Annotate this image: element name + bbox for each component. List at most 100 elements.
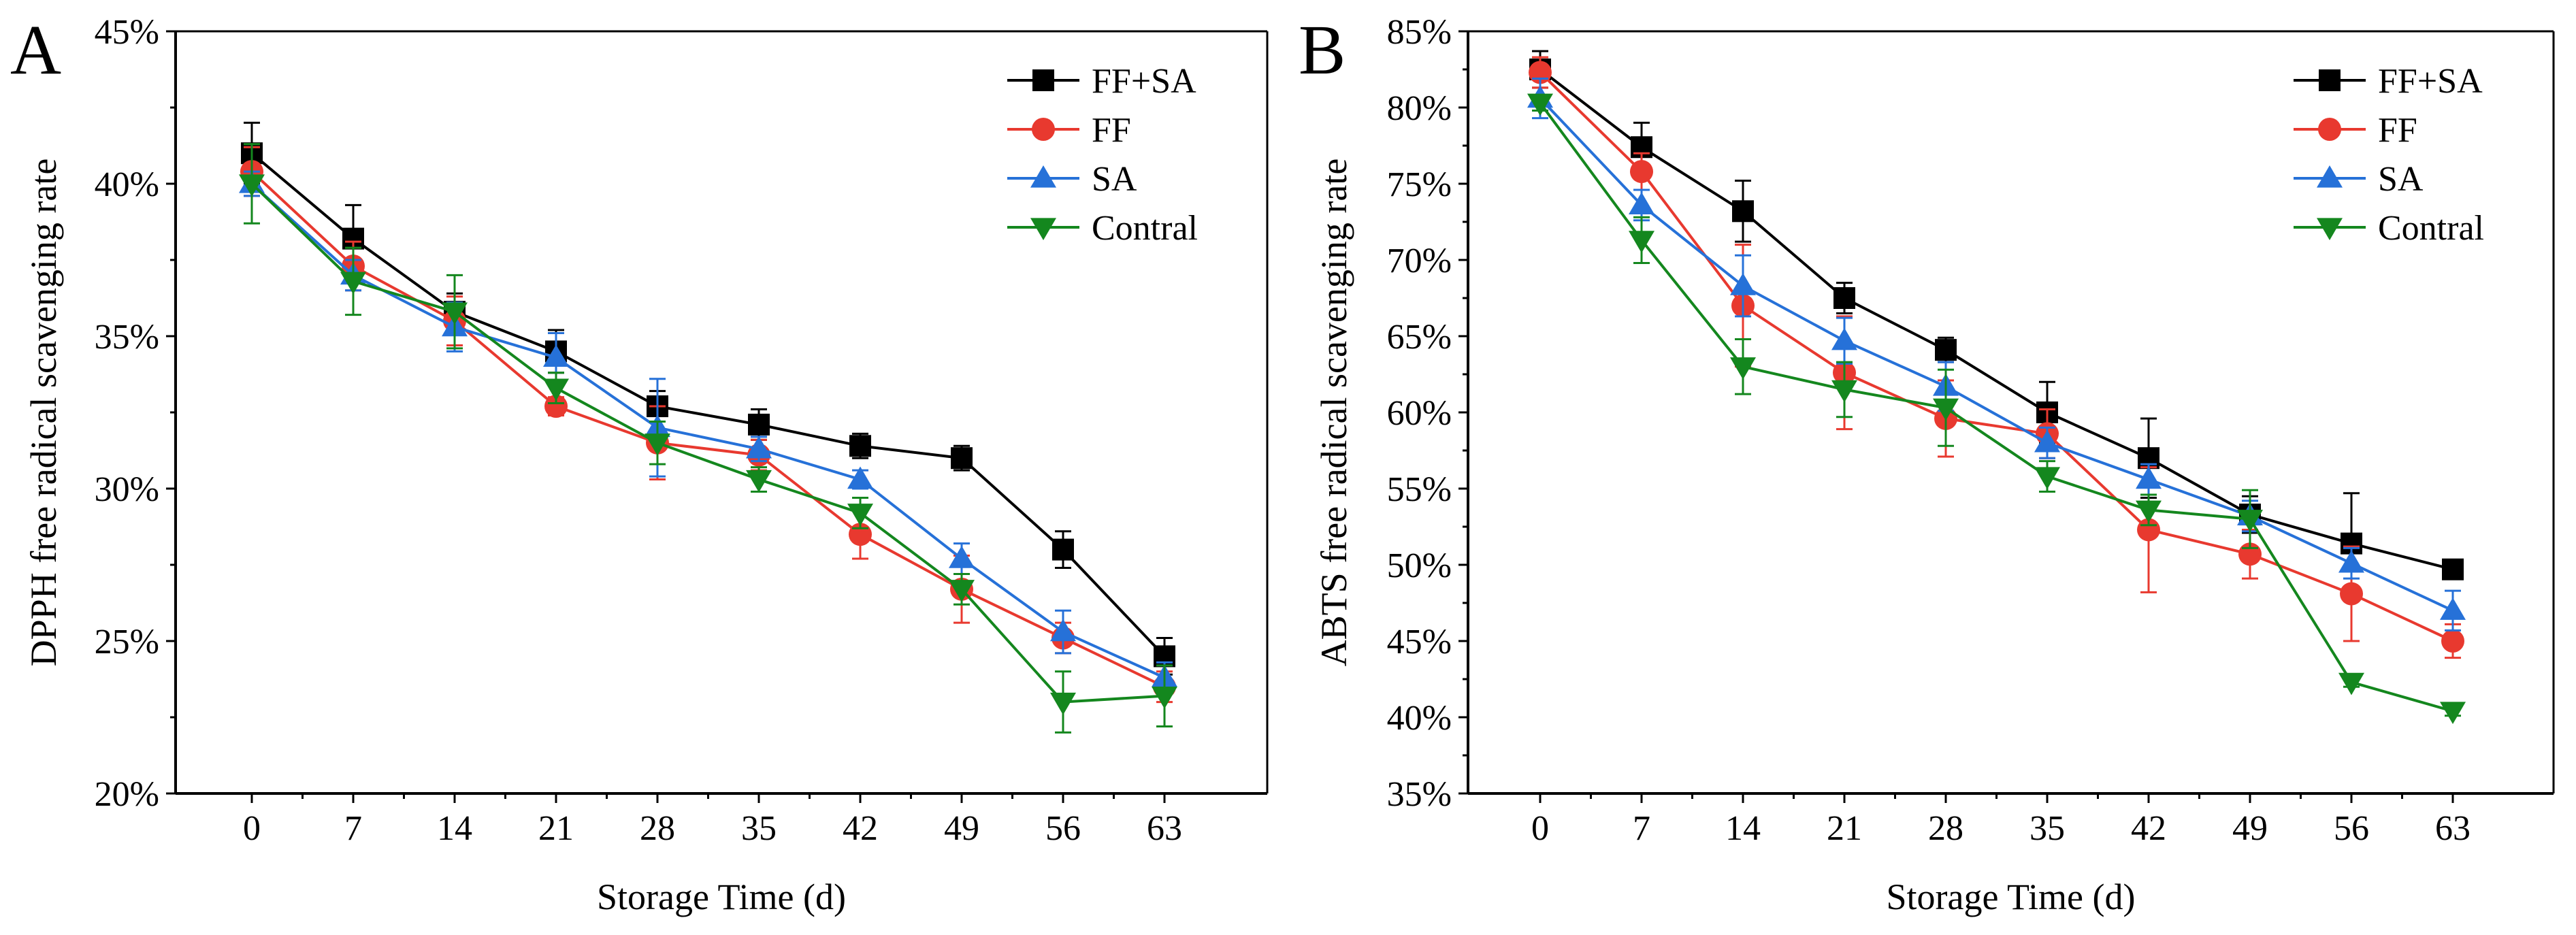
series-line — [1539, 102, 2453, 712]
series-contral — [239, 143, 1177, 734]
data-point — [1730, 273, 1756, 295]
series-sa — [239, 170, 1177, 694]
x-tick-label: 7 — [344, 809, 362, 848]
data-point — [1050, 619, 1076, 642]
y-tick-label: 65% — [1387, 318, 1452, 357]
data-point — [1152, 686, 1177, 709]
data-point — [543, 378, 569, 401]
data-point — [2338, 672, 2364, 695]
legend: FF+SA FF SA Contral — [1007, 62, 1198, 248]
legend: FF+SA FF SA Contral — [2294, 62, 2484, 248]
data-point — [1730, 357, 1756, 380]
data-point — [2440, 702, 2466, 725]
data-point — [949, 546, 975, 568]
series-line — [1539, 71, 2453, 642]
data-point — [239, 174, 265, 197]
data-point — [544, 395, 568, 419]
series-line — [250, 170, 1165, 689]
series-contral — [1527, 93, 2466, 725]
x-tick-label: 56 — [2334, 809, 2369, 848]
x-tick-label: 56 — [1045, 809, 1081, 848]
y-tick-label: 60% — [1387, 394, 1452, 433]
data-point — [2340, 582, 2363, 606]
x-tick-label: 0 — [243, 809, 261, 848]
data-point — [2034, 467, 2060, 490]
y-tick-label: 55% — [1387, 470, 1452, 509]
x-tick-label: 14 — [437, 809, 472, 848]
data-point — [645, 433, 670, 456]
data-point — [949, 580, 975, 602]
y-tick-label: 45% — [95, 13, 159, 52]
data-point — [2441, 629, 2464, 653]
legend-marker — [2318, 118, 2341, 141]
y-axis-label: ABTS free radical scavenging rate — [1314, 159, 1354, 667]
x-tick-label: 35 — [741, 809, 777, 848]
legend-label: SA — [1092, 160, 1137, 199]
data-point — [746, 436, 772, 459]
x-axis-label: Storage Time (d) — [1886, 876, 2135, 917]
data-point — [1629, 231, 1654, 253]
data-point — [2137, 518, 2160, 542]
data-point — [2442, 558, 2464, 580]
series-ff — [1529, 56, 2464, 659]
panel-letter: B — [1299, 11, 1346, 89]
data-point — [1933, 398, 1959, 421]
y-tick-label: 85% — [1387, 13, 1452, 52]
legend-marker — [1030, 165, 1056, 188]
data-point — [849, 435, 871, 457]
data-point — [2136, 500, 2162, 523]
series-sa — [1527, 77, 2466, 631]
y-tick-label: 25% — [95, 623, 159, 661]
legend-marker — [2317, 165, 2343, 188]
data-point — [2034, 429, 2060, 453]
legend-label: Contral — [1092, 209, 1198, 248]
legend-label: FF — [1092, 111, 1131, 150]
data-point — [2237, 510, 2263, 532]
x-tick-label: 14 — [1725, 809, 1761, 848]
y-tick-label: 35% — [1387, 775, 1452, 814]
data-point — [1630, 160, 1653, 184]
data-point — [847, 504, 873, 526]
y-tick-label: 50% — [1387, 546, 1452, 585]
y-tick-label: 80% — [1387, 89, 1452, 128]
y-axis-label: DPPH free radical scavenging rate — [23, 159, 64, 667]
x-tick-label: 28 — [640, 809, 675, 848]
x-tick-label: 42 — [2131, 809, 2166, 848]
series-line — [1539, 68, 2453, 571]
x-tick-label: 63 — [1147, 809, 1182, 848]
panel-letter: A — [10, 11, 61, 89]
x-tick-label: 35 — [2029, 809, 2065, 848]
y-tick-label: 45% — [1387, 623, 1452, 661]
series-line — [1539, 97, 2453, 612]
series-line — [250, 182, 1165, 704]
y-tick-label: 70% — [1387, 242, 1452, 280]
x-tick-label: 28 — [1928, 809, 1963, 848]
data-point — [2136, 466, 2162, 489]
y-tick-label: 75% — [1387, 165, 1452, 204]
legend-label: SA — [2378, 160, 2424, 199]
legend-label: Contral — [2378, 209, 2484, 248]
legend-label: FF+SA — [1092, 62, 1196, 101]
y-tick-label: 40% — [1387, 699, 1452, 738]
data-point — [543, 344, 569, 367]
panel-a: A 20% 25% 30% 35% 40% 45% 0 7 14 21 28 35 42 49 56 63 Sto… — [10, 11, 1269, 917]
data-point — [1935, 339, 1957, 361]
series-line — [250, 152, 1166, 657]
data-point — [1050, 692, 1076, 715]
legend-marker — [1030, 218, 1056, 240]
data-point — [442, 302, 468, 325]
data-point — [1527, 93, 1553, 116]
data-point — [1831, 327, 1857, 350]
y-tick-label: 40% — [95, 165, 159, 204]
data-point — [340, 272, 366, 295]
legend-marker — [1032, 69, 1054, 91]
y-tick-label: 35% — [95, 318, 159, 357]
data-point — [1831, 380, 1857, 403]
x-tick-label: 21 — [538, 809, 574, 848]
series-ff-sa — [241, 121, 1175, 676]
y-tick-label: 20% — [95, 775, 159, 814]
x-tick-label: 63 — [2435, 809, 2471, 848]
data-point — [951, 447, 973, 470]
x-tick-label: 49 — [2232, 809, 2268, 848]
